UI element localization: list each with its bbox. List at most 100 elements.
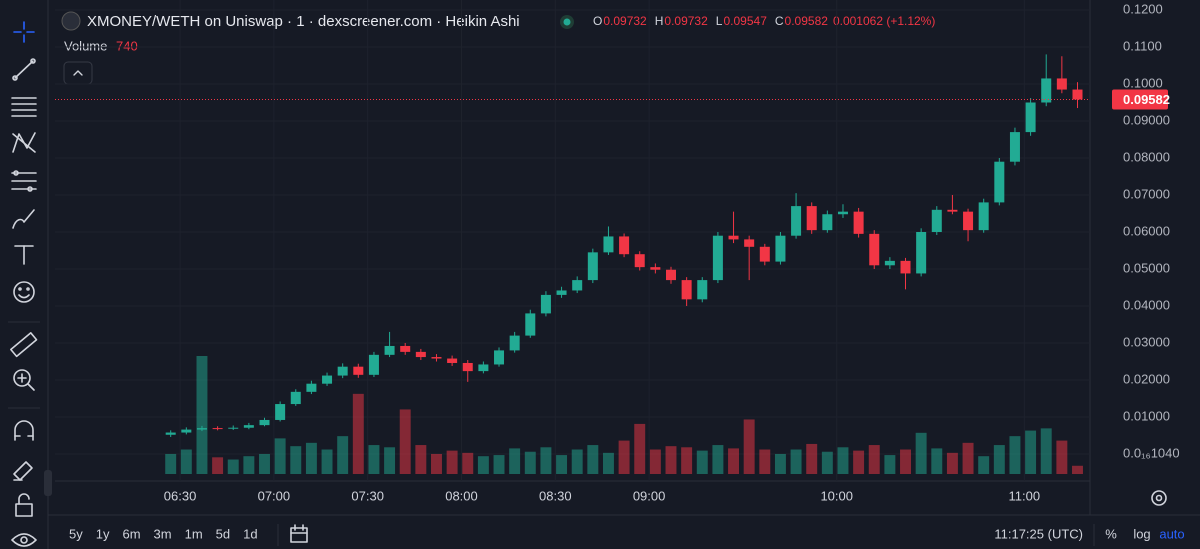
- volume-bar: [227, 459, 239, 474]
- candle-body: [525, 313, 536, 336]
- volume-bar: [759, 449, 771, 474]
- candle-body: [478, 364, 489, 372]
- volume-bar: [884, 455, 896, 474]
- log-toggle[interactable]: log: [1133, 526, 1150, 541]
- text-tool[interactable]: [14, 245, 34, 265]
- lines-tool[interactable]: [11, 97, 37, 117]
- fib-tool[interactable]: [11, 170, 37, 192]
- volume-bar: [634, 423, 646, 474]
- settings-button[interactable]: [1151, 490, 1167, 506]
- pattern-tool[interactable]: [12, 132, 36, 153]
- candle-body: [1056, 78, 1067, 90]
- lock-tool[interactable]: [15, 493, 33, 517]
- x-tick-label: 09:00: [633, 488, 666, 503]
- volume-bar: [900, 449, 911, 474]
- candle-body: [931, 209, 942, 232]
- candle-body: [509, 335, 520, 351]
- volume-bar: [415, 445, 427, 474]
- y-tick-label: 0.05000: [1123, 260, 1170, 275]
- y-tick-label: 0.1200: [1123, 1, 1163, 16]
- toolbar-toggle[interactable]: [44, 470, 52, 496]
- lock-drawings-tool[interactable]: [13, 461, 33, 481]
- volume-bar: [259, 453, 270, 474]
- candle-body: [322, 375, 333, 384]
- brush-tool[interactable]: [12, 209, 35, 229]
- candle-body: [556, 290, 567, 295]
- trendline-tool[interactable]: [12, 58, 36, 81]
- candle-body: [290, 391, 301, 405]
- candle-body: [853, 211, 864, 234]
- x-tick-label: 08:00: [445, 488, 478, 503]
- range-button[interactable]: 1d: [243, 526, 257, 541]
- candle-body: [619, 236, 630, 255]
- volume-bar: [618, 440, 630, 474]
- range-button[interactable]: 3m: [154, 526, 172, 541]
- x-tick-label: 08:30: [539, 488, 572, 503]
- candle-body: [494, 350, 505, 365]
- volume-bar: [321, 449, 333, 474]
- range-button[interactable]: 5d: [216, 526, 230, 541]
- y-tick-label: 0.1000: [1123, 75, 1163, 90]
- candle-body: [540, 294, 551, 314]
- candle-body: [415, 351, 426, 358]
- volume-bar: [290, 446, 302, 474]
- x-tick-label: 10:00: [820, 488, 853, 503]
- volume-bar: [837, 447, 849, 474]
- volume-bar: [243, 456, 255, 474]
- candle-body: [259, 419, 270, 426]
- y-tick-label: 0.08000: [1123, 149, 1170, 164]
- ohlc-value: 0.09582: [785, 14, 829, 28]
- volume-bar: [712, 445, 724, 474]
- magnet-tool[interactable]: [14, 420, 34, 441]
- candle-body: [447, 358, 458, 363]
- x-tick-label: 07:30: [351, 488, 384, 503]
- volume-bar: [524, 451, 536, 474]
- zoom-tool[interactable]: [13, 369, 35, 391]
- y-tick-label: 0.06000: [1123, 223, 1170, 238]
- volume-bar: [1056, 440, 1068, 474]
- volume-bar: [978, 456, 990, 474]
- volume-bar: [1025, 430, 1037, 474]
- volume-bar: [790, 449, 802, 474]
- volume-bar: [399, 409, 411, 474]
- range-button[interactable]: 6m: [122, 526, 140, 541]
- ohlc-value: 0.09732: [603, 14, 647, 28]
- volume-bar: [180, 449, 192, 474]
- ohlc-value: 0.09547: [723, 14, 767, 28]
- date-range-button[interactable]: [290, 524, 308, 543]
- last-price-label: 0.09582: [1123, 92, 1170, 107]
- candle-body: [587, 252, 598, 281]
- emoji-tool[interactable]: [13, 281, 35, 303]
- y-tick-label: 0.0₁₆1040: [1123, 445, 1180, 460]
- visibility-tool[interactable]: [11, 533, 37, 547]
- range-button[interactable]: 5y: [69, 526, 83, 541]
- y-tick-label: 0.07000: [1123, 186, 1170, 201]
- candle-body: [353, 366, 364, 375]
- percent-toggle[interactable]: %: [1105, 526, 1117, 541]
- volume-bar: [337, 436, 349, 474]
- volume-bar: [274, 438, 286, 474]
- ohlc-label: H: [655, 14, 664, 28]
- volume-bar: [821, 451, 833, 474]
- y-tick-label: 0.1100: [1123, 38, 1162, 53]
- auto-toggle[interactable]: auto: [1159, 526, 1184, 541]
- volume-bar: [509, 448, 521, 474]
- range-button[interactable]: 1y: [96, 526, 110, 541]
- candle-body: [728, 235, 739, 240]
- clock: 11:17:25 (UTC): [994, 526, 1083, 541]
- candle-body: [697, 280, 708, 300]
- candle-body: [462, 362, 473, 372]
- candle-body: [744, 239, 755, 247]
- y-tick-label: 0.03000: [1123, 334, 1170, 349]
- volume-bar: [993, 445, 1005, 474]
- volume-bar: [368, 445, 380, 474]
- ohlc-value: 0.09732: [664, 14, 708, 28]
- ruler-tool[interactable]: [10, 332, 38, 358]
- candle-body: [900, 260, 911, 274]
- toolbar: [8, 0, 52, 549]
- range-button[interactable]: 1m: [185, 526, 203, 541]
- candle-body: [822, 214, 833, 231]
- crosshair-tool[interactable]: [13, 21, 35, 43]
- volume-bar: [681, 447, 693, 474]
- ohlc-label: O: [593, 14, 602, 28]
